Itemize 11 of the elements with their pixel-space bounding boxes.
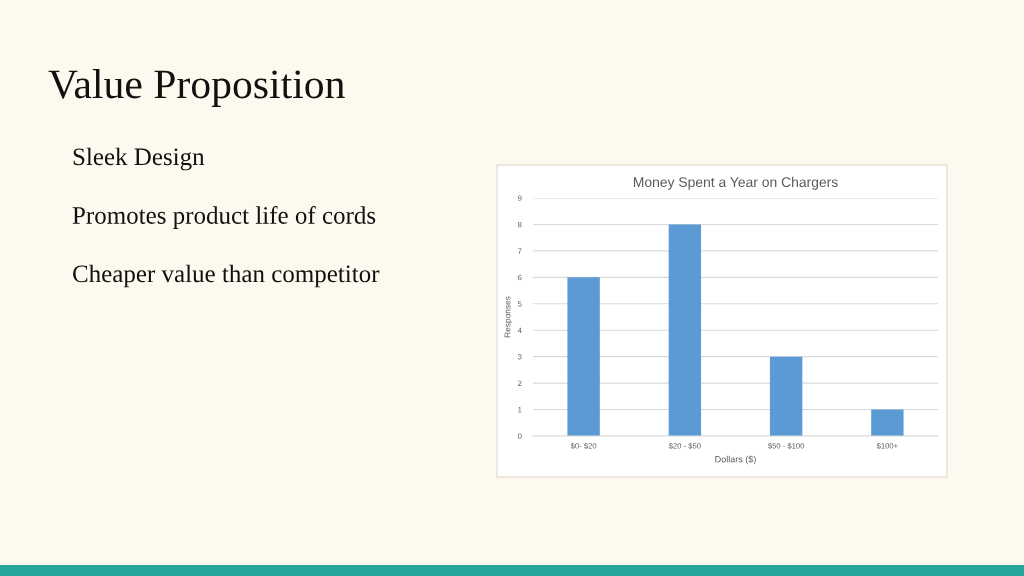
chart-subtitle: Money Spent a Year on Chargers — [633, 176, 838, 190]
bar — [668, 224, 702, 436]
bar — [567, 277, 600, 436]
text: Promotes product life of cords — [72, 206, 376, 229]
text: Sleek Design — [73, 147, 205, 171]
y-axis-title: Responses — [504, 296, 513, 338]
bar — [871, 409, 904, 436]
bar — [769, 356, 803, 436]
text: Value Proposition — [48, 69, 345, 107]
text: Cheaper value than competitor — [73, 264, 380, 288]
x-axis-title: Dollars ($) — [715, 455, 756, 465]
